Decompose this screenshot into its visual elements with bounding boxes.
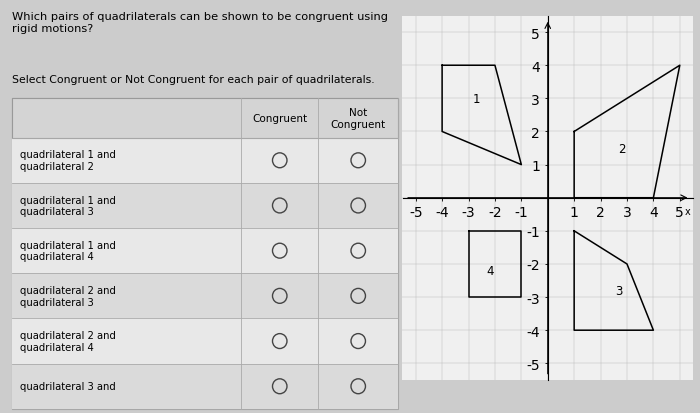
Bar xyxy=(12,319,398,364)
Text: quadrilateral 1 and
quadrilateral 4: quadrilateral 1 and quadrilateral 4 xyxy=(20,240,116,262)
Bar xyxy=(12,99,398,409)
Text: x: x xyxy=(685,206,691,216)
Text: 1: 1 xyxy=(473,93,480,106)
Bar xyxy=(12,138,398,183)
Text: quadrilateral 2 and
quadrilateral 3: quadrilateral 2 and quadrilateral 3 xyxy=(20,285,116,307)
Bar xyxy=(12,228,398,273)
Bar xyxy=(12,183,398,228)
Text: Not
Congruent: Not Congruent xyxy=(330,108,386,130)
Text: quadrilateral 2 and
quadrilateral 4: quadrilateral 2 and quadrilateral 4 xyxy=(20,330,116,352)
Text: quadrilateral 1 and
quadrilateral 3: quadrilateral 1 and quadrilateral 3 xyxy=(20,195,116,217)
Bar xyxy=(12,364,398,409)
Bar xyxy=(12,273,398,319)
Text: Which pairs of quadrilaterals can be shown to be congruent using
rigid motions?: Which pairs of quadrilaterals can be sho… xyxy=(12,12,388,34)
Text: 2: 2 xyxy=(618,142,625,155)
Text: Congruent: Congruent xyxy=(252,114,307,124)
Text: 3: 3 xyxy=(615,284,623,297)
Text: quadrilateral 3 and: quadrilateral 3 and xyxy=(20,381,116,391)
Bar xyxy=(12,99,398,138)
Text: quadrilateral 1 and
quadrilateral 2: quadrilateral 1 and quadrilateral 2 xyxy=(20,150,116,172)
Text: 4: 4 xyxy=(486,264,493,278)
Text: Select Congruent or Not Congruent for each pair of quadrilaterals.: Select Congruent or Not Congruent for ea… xyxy=(12,74,374,84)
